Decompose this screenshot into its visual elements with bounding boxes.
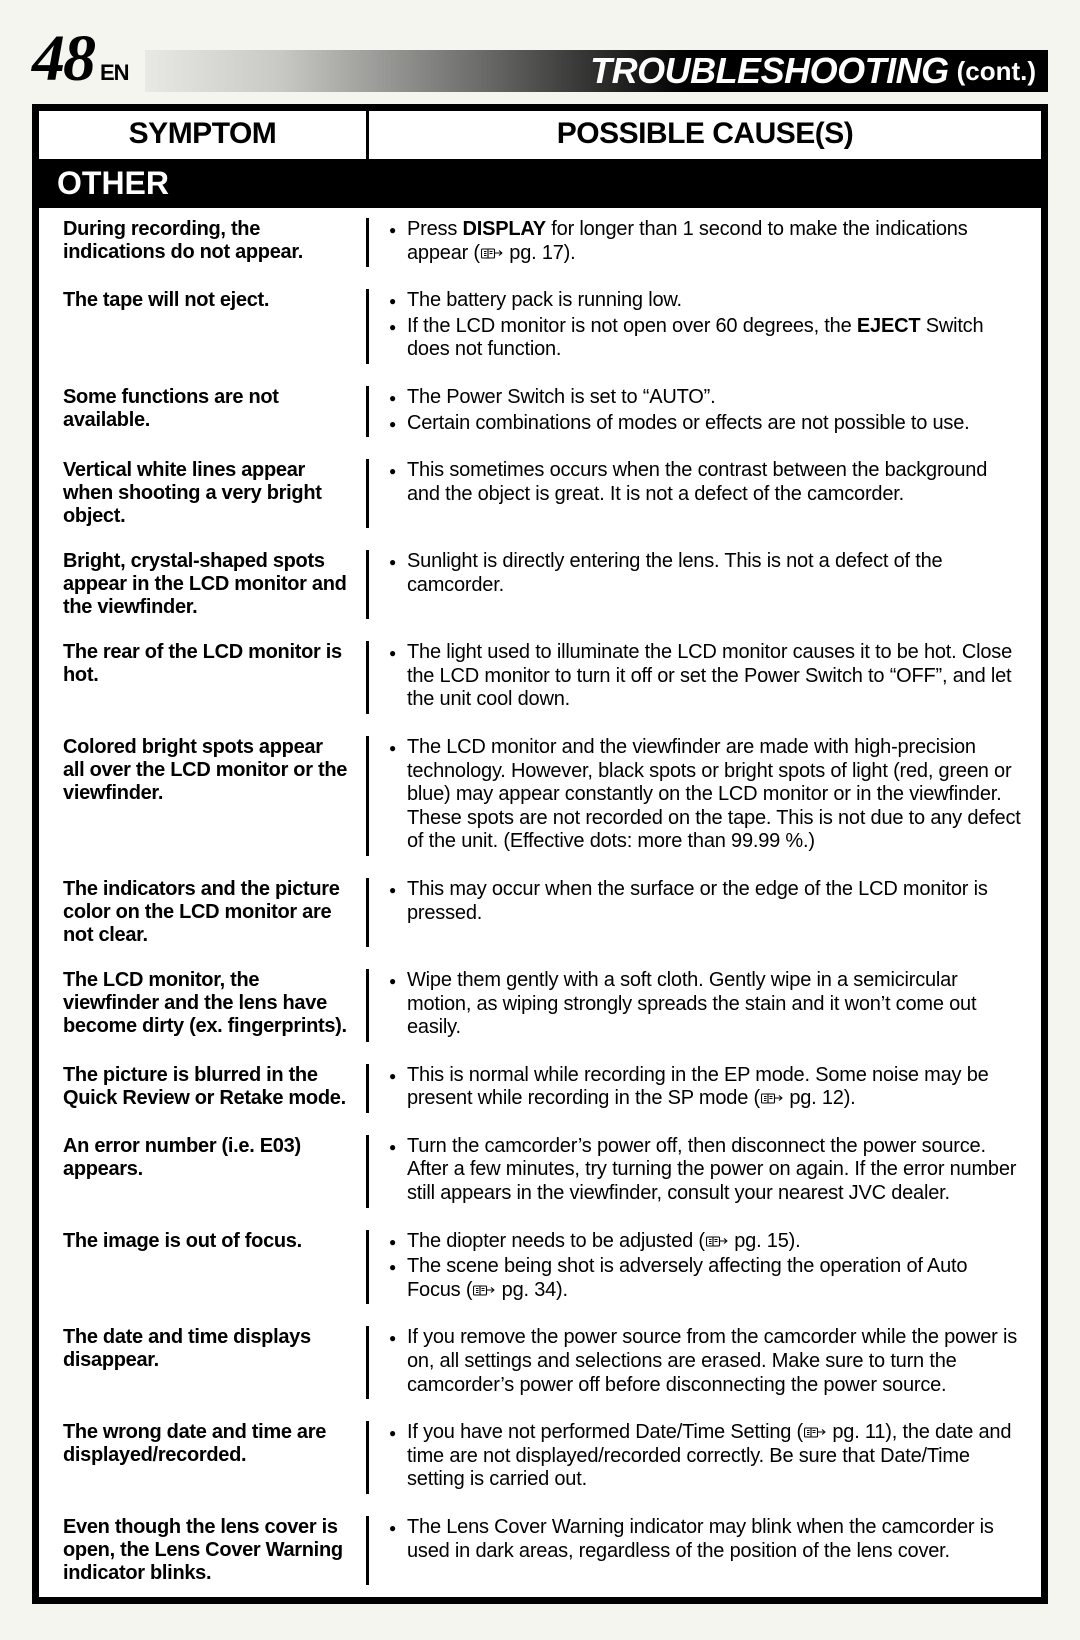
table-row: Even though the lens cover is open, the … xyxy=(39,1506,1041,1597)
cause-item: Turn the camcorder’s power off, then dis… xyxy=(389,1135,1021,1206)
page-ref-icon xyxy=(481,243,503,257)
table-row: The wrong date and time are displayed/re… xyxy=(39,1411,1041,1506)
cause-item: If you remove the power source from the … xyxy=(389,1326,1021,1397)
cause-cell: This sometimes occurs when the contrast … xyxy=(369,459,1041,528)
page-ref: pg. 34 xyxy=(502,1279,556,1301)
table-row: The picture is blurred in the Quick Revi… xyxy=(39,1054,1041,1125)
cause-item: The Lens Cover Warning indicator may bli… xyxy=(389,1516,1021,1563)
symptom-cell: The tape will not eject. xyxy=(39,289,369,364)
cause-cell: The diopter needs to be adjusted ( pg. 1… xyxy=(369,1230,1041,1305)
cause-item: Press DISPLAY for longer than 1 second t… xyxy=(389,218,1021,265)
section-band-other: OTHER xyxy=(39,163,1041,208)
page-ref-icon xyxy=(804,1422,826,1436)
symptom-cell: The picture is blurred in the Quick Revi… xyxy=(39,1064,369,1113)
cause-cell: Press DISPLAY for longer than 1 second t… xyxy=(369,218,1041,267)
symptom-cell: Bright, crystal-shaped spots appear in t… xyxy=(39,550,369,619)
page-ref: pg. 11 xyxy=(832,1421,885,1443)
cause-cell: This may occur when the surface or the e… xyxy=(369,878,1041,947)
cause-item: The Power Switch is set to “AUTO”. xyxy=(389,386,1021,410)
cause-cell: Turn the camcorder’s power off, then dis… xyxy=(369,1135,1041,1208)
cause-cell: Sunlight is directly entering the lens. … xyxy=(369,550,1041,619)
cause-cell: The battery pack is running low.If the L… xyxy=(369,289,1041,364)
header-gradient-bar: TROUBLESHOOTING (cont.) xyxy=(145,50,1048,92)
cause-item: The scene being shot is adversely affect… xyxy=(389,1255,1021,1302)
symptom-cell: Colored bright spots appear all over the… xyxy=(39,736,369,856)
table-row: The LCD monitor, the viewfinder and the … xyxy=(39,959,1041,1054)
cause-item: The diopter needs to be adjusted ( pg. 1… xyxy=(389,1230,1021,1254)
cause-item: This sometimes occurs when the contrast … xyxy=(389,459,1021,506)
cause-cell: If you have not performed Date/Time Sett… xyxy=(369,1421,1041,1494)
cause-item: Certain combinations of modes or effects… xyxy=(389,412,1021,436)
symptom-cell: An error number (i.e. E03) appears. xyxy=(39,1135,369,1208)
cause-cell: Wipe them gently with a soft cloth. Gent… xyxy=(369,969,1041,1042)
symptom-cell: Some functions are not available. xyxy=(39,386,369,437)
table-row: Some functions are not available.The Pow… xyxy=(39,376,1041,449)
cause-item: If the LCD monitor is not open over 60 d… xyxy=(389,315,1021,362)
symptom-cell: The date and time displays disappear. xyxy=(39,1326,369,1399)
content-frame: SYMPTOM POSSIBLE CAUSE(S) OTHER During r… xyxy=(32,104,1048,1604)
symptom-cell: The rear of the LCD monitor is hot. xyxy=(39,641,369,714)
language-code: EN xyxy=(100,60,129,86)
table-row: The indicators and the picture color on … xyxy=(39,868,1041,959)
cause-item: Wipe them gently with a soft cloth. Gent… xyxy=(389,969,1021,1040)
symptom-cell: Vertical white lines appear when shootin… xyxy=(39,459,369,528)
symptom-cell: Even though the lens cover is open, the … xyxy=(39,1516,369,1585)
symptom-cell: The image is out of focus. xyxy=(39,1230,369,1305)
page-header: 48 EN TROUBLESHOOTING (cont.) xyxy=(32,28,1048,92)
col-header-symptom: SYMPTOM xyxy=(39,111,369,159)
table-row: During recording, the indications do not… xyxy=(39,208,1041,279)
table-row: Vertical white lines appear when shootin… xyxy=(39,449,1041,540)
page-ref-icon xyxy=(761,1088,783,1102)
cause-item: The LCD monitor and the viewfinder are m… xyxy=(389,736,1021,854)
header-continued: (cont.) xyxy=(957,56,1036,87)
cause-item: This may occur when the surface or the e… xyxy=(389,878,1021,925)
page-ref: pg. 17 xyxy=(509,242,563,264)
symptom-cell: The indicators and the picture color on … xyxy=(39,878,369,947)
cause-cell: The light used to illuminate the LCD mon… xyxy=(369,641,1041,714)
page-number-block: 48 EN xyxy=(32,26,129,92)
page-number: 48 xyxy=(32,26,94,92)
cause-item: The light used to illuminate the LCD mon… xyxy=(389,641,1021,712)
troubleshooting-rows: During recording, the indications do not… xyxy=(39,208,1041,1597)
table-row: The tape will not eject.The battery pack… xyxy=(39,279,1041,376)
cause-cell: This is normal while recording in the EP… xyxy=(369,1064,1041,1113)
cause-cell: The Power Switch is set to “AUTO”.Certai… xyxy=(369,386,1041,437)
table-row: The date and time displays disappear. If … xyxy=(39,1316,1041,1411)
cause-cell: The Lens Cover Warning indicator may bli… xyxy=(369,1516,1041,1585)
cause-item: This is normal while recording in the EP… xyxy=(389,1064,1021,1111)
cause-cell: The LCD monitor and the viewfinder are m… xyxy=(369,736,1041,856)
symptom-cell: The wrong date and time are displayed/re… xyxy=(39,1421,369,1494)
cause-cell: If you remove the power source from the … xyxy=(369,1326,1041,1399)
header-title: TROUBLESHOOTING xyxy=(590,50,949,92)
cause-item: If you have not performed Date/Time Sett… xyxy=(389,1421,1021,1492)
page-ref: pg. 12 xyxy=(789,1087,843,1109)
cause-item: Sunlight is directly entering the lens. … xyxy=(389,550,1021,597)
page-ref: pg. 15 xyxy=(734,1230,788,1252)
page-ref-icon xyxy=(706,1231,728,1245)
column-headers: SYMPTOM POSSIBLE CAUSE(S) xyxy=(39,111,1041,163)
symptom-cell: During recording, the indications do not… xyxy=(39,218,369,267)
page-ref-icon xyxy=(473,1280,495,1294)
keyword: EJECT xyxy=(857,315,920,337)
table-row: The rear of the LCD monitor is hot. The l… xyxy=(39,631,1041,726)
table-row: Bright, crystal-shaped spots appear in t… xyxy=(39,540,1041,631)
keyword: DISPLAY xyxy=(462,218,545,240)
table-row: The image is out of focus. The diopter ne… xyxy=(39,1220,1041,1317)
table-row: An error number (i.e. E03) appears. Turn … xyxy=(39,1125,1041,1220)
table-row: Colored bright spots appear all over the… xyxy=(39,726,1041,868)
symptom-cell: The LCD monitor, the viewfinder and the … xyxy=(39,969,369,1042)
col-header-cause: POSSIBLE CAUSE(S) xyxy=(369,111,1041,159)
cause-item: The battery pack is running low. xyxy=(389,289,1021,313)
